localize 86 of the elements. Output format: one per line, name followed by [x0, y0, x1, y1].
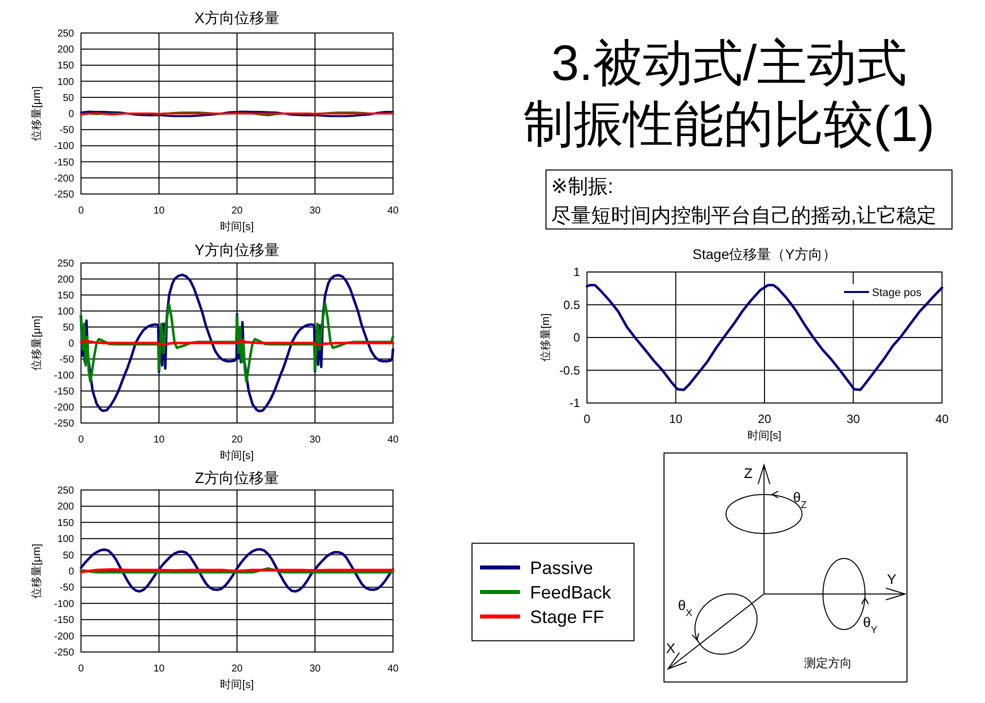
- y-tick-label: -150: [54, 386, 74, 398]
- x-tick-label: 30: [309, 434, 321, 446]
- x-tick-label: 30: [846, 412, 860, 426]
- y-tick-label: 250: [57, 28, 74, 40]
- chart-title: Y方向位移量: [194, 242, 280, 259]
- y-tick-label: -50: [60, 125, 74, 136]
- y-tick-label: -200: [54, 173, 74, 184]
- y-axis-title: 位移量[m]: [540, 313, 552, 362]
- x-tick-label: 40: [387, 206, 399, 216]
- legend-label: FeedBack: [530, 582, 612, 602]
- y-tick-label: 0: [573, 330, 580, 345]
- line-series: [80, 548, 394, 593]
- text: X: [666, 640, 676, 656]
- y-tick-label: 1: [573, 265, 580, 280]
- y-tick-label: 50: [62, 92, 74, 104]
- text: θ$_{Z}$: [793, 489, 807, 510]
- text: Z: [744, 465, 753, 481]
- text: ※制振:: [551, 176, 614, 198]
- y-tick-label: 0: [68, 109, 74, 120]
- y-tick-label: -0.5: [559, 363, 580, 378]
- x-tick-label: 10: [669, 412, 683, 426]
- line-series: [586, 284, 944, 392]
- x-axis-title: 时间[s]: [220, 220, 254, 233]
- y-tick-label: -150: [54, 615, 74, 626]
- x-tick-label: 10: [153, 434, 165, 446]
- y-tick-label: -50: [60, 582, 74, 594]
- y-axis-title: 位移量[μm]: [30, 86, 43, 141]
- x-axis-title: 时间[s]: [220, 678, 254, 691]
- y-tick-label: -100: [54, 141, 74, 152]
- y-tick-label: 0.5: [563, 298, 580, 312]
- y-tick-label: 0: [68, 566, 74, 578]
- y-tick-label: -1: [569, 396, 580, 410]
- x-tick-label: 30: [309, 206, 321, 216]
- y-tick-label: 100: [57, 306, 74, 318]
- x-tick-label: 0: [78, 206, 84, 216]
- text: 3.被动式/主动式制振性能的比较(1): [523, 35, 935, 152]
- y-tick-label: 50: [62, 322, 74, 334]
- x-tick-label: 20: [758, 412, 772, 426]
- x-tick-label: 0: [78, 664, 84, 674]
- y-axis-title: 位移量[μm]: [30, 544, 43, 598]
- y-tick-label: 100: [57, 534, 74, 546]
- y-tick-label: 200: [57, 274, 74, 286]
- text: 测定方向: [804, 656, 852, 670]
- y-tick-label: -200: [54, 631, 74, 642]
- x-tick-label: 20: [231, 206, 243, 216]
- y-tick-label: 0: [68, 338, 74, 350]
- text: θ$_{X}$: [678, 597, 693, 618]
- text: 尽量短时间内控制平台自己的摇动,让它稳定: [551, 204, 937, 227]
- y-tick-label: 250: [57, 258, 74, 270]
- x-tick-label: 0: [584, 412, 591, 426]
- x-tick-label: 40: [387, 664, 399, 674]
- x-tick-label: 20: [231, 664, 243, 674]
- y-tick-label: -250: [54, 648, 74, 658]
- y-tick-label: 100: [57, 76, 74, 88]
- y-tick-label: -200: [54, 402, 74, 414]
- y-tick-label: -50: [60, 354, 74, 366]
- y-tick-label: 200: [57, 44, 74, 56]
- x-tick-label: 0: [78, 434, 84, 446]
- text: θ$_{Y}$: [863, 614, 878, 636]
- x-axis-title: 时间[s]: [748, 428, 782, 442]
- y-axis-title: 位移量[μm]: [30, 316, 43, 370]
- x-tick-label: 20: [231, 434, 243, 446]
- y-tick-label: -100: [54, 598, 74, 610]
- y-tick-label: -250: [54, 190, 74, 200]
- x-axis-title: 时间[s]: [220, 448, 254, 462]
- x-tick-label: 40: [387, 434, 399, 446]
- chart-title: X方向位移量: [194, 10, 280, 27]
- x-tick-label: 40: [935, 412, 949, 426]
- y-tick-label: 150: [57, 518, 74, 529]
- y-tick-label: -250: [54, 418, 74, 430]
- legend-label: Stage pos: [872, 286, 922, 299]
- y-tick-label: 200: [57, 502, 74, 513]
- legend-label: Stage FF: [530, 606, 604, 627]
- legend-label: Passive: [530, 558, 594, 578]
- x-tick-label: 10: [153, 206, 165, 216]
- chart-title: Stage位移量（Y方向）: [692, 246, 836, 262]
- x-tick-label: 30: [309, 664, 321, 674]
- y-tick-label: 50: [62, 550, 74, 562]
- y-tick-label: -150: [54, 157, 74, 168]
- y-tick-label: 150: [57, 290, 74, 302]
- y-tick-label: 150: [57, 60, 74, 72]
- y-tick-label: 250: [57, 486, 74, 496]
- chart-title: Z方向位移量: [194, 470, 280, 487]
- y-tick-label: -100: [54, 370, 74, 382]
- text: Y: [887, 571, 897, 587]
- x-tick-label: 10: [153, 664, 165, 674]
